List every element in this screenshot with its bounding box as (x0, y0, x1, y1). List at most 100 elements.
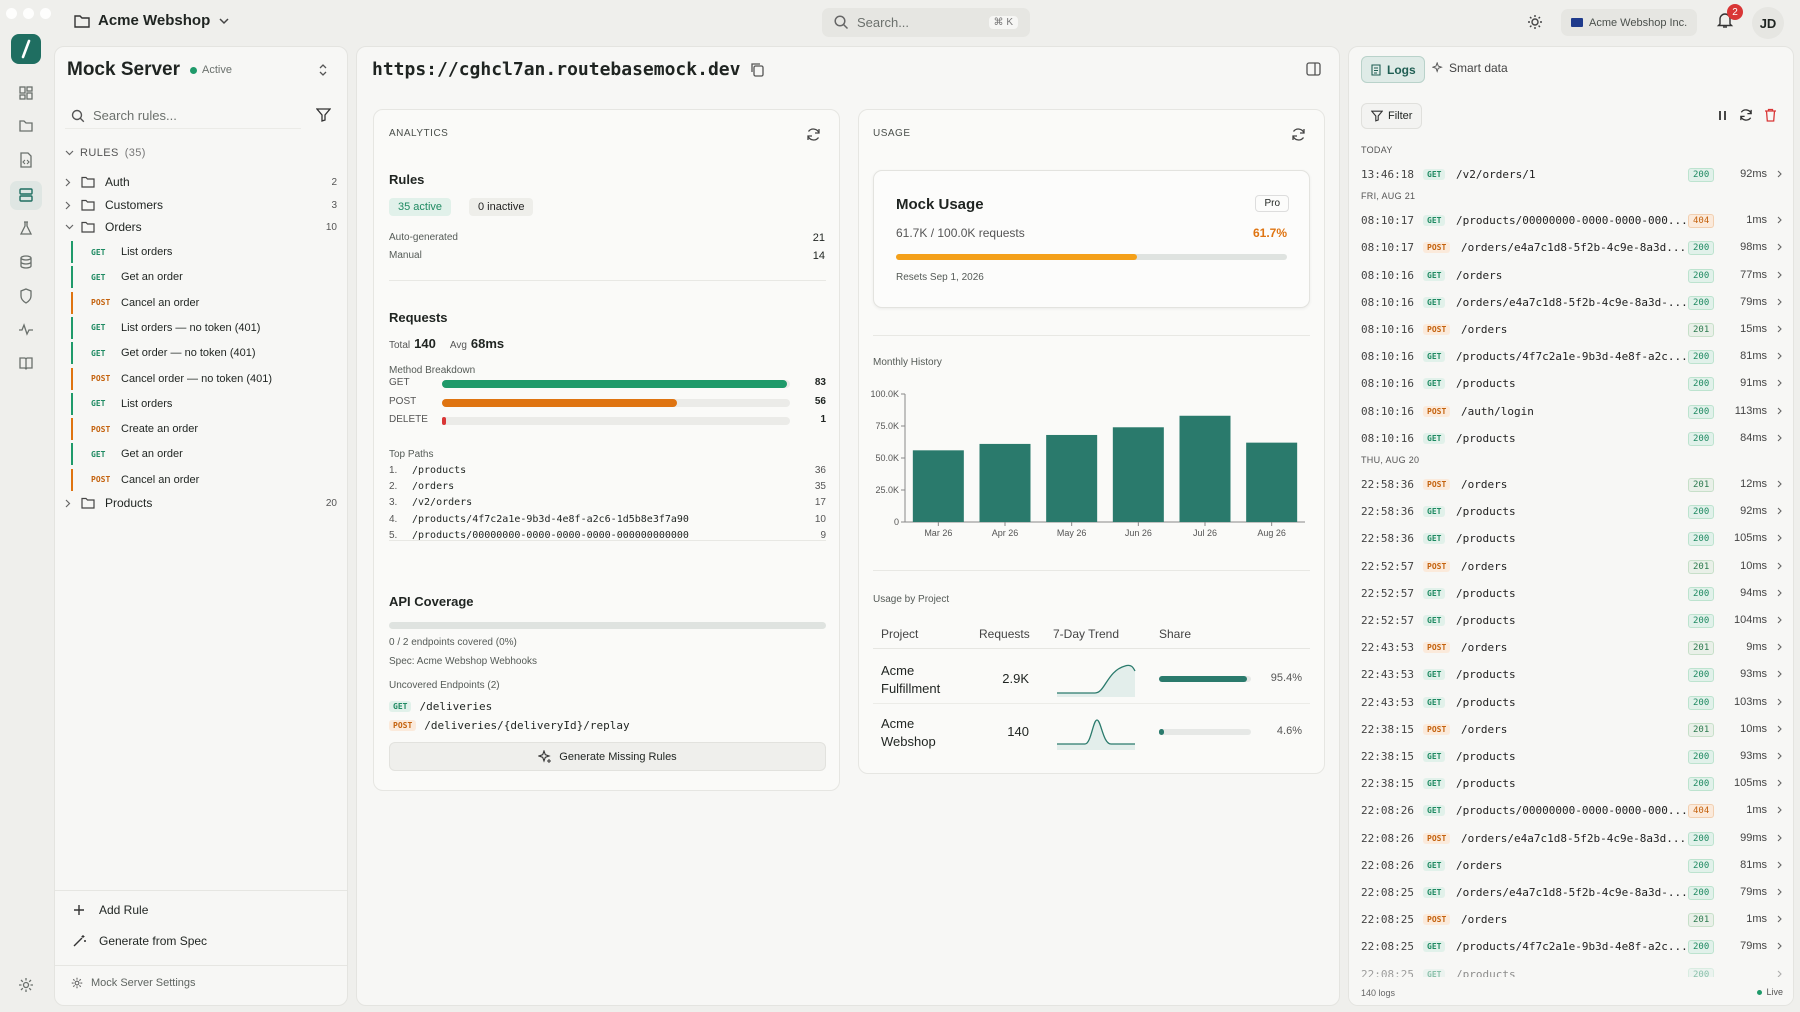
search-placeholder: Search... (857, 15, 910, 30)
log-entry[interactable]: 22:52:57 POST/orders 201 10ms (1349, 553, 1793, 580)
toggle-logs-panel-icon[interactable] (1306, 62, 1321, 76)
mock-server-icon[interactable] (16, 185, 36, 205)
log-entry[interactable]: 22:38:15 POST/orders 201 10ms (1349, 716, 1793, 743)
activity-icon[interactable] (16, 319, 36, 339)
log-path: /orders/e4a7c1d8-5f2b-4c9e-8a3d-... (1456, 886, 1688, 899)
rule-item[interactable]: GET List orders (71, 241, 331, 263)
log-entry[interactable]: 22:58:36 GET/products 200 105ms (1349, 525, 1793, 552)
log-entry[interactable]: 22:08:25 GET/orders/e4a7c1d8-5f2b-4c9e-8a… (1349, 879, 1793, 906)
pause-icon[interactable] (1716, 109, 1729, 122)
log-duration: 99ms (1740, 831, 1767, 844)
log-entry[interactable]: 08:10:16 GET/orders 200 77ms (1349, 262, 1793, 289)
shield-icon[interactable] (16, 286, 36, 306)
project-switcher[interactable]: Acme Webshop (74, 12, 230, 29)
log-entry[interactable]: 22:43:53 GET/products 200 103ms (1349, 689, 1793, 716)
collections-folder-icon[interactable] (16, 116, 36, 136)
dashboard-icon[interactable] (16, 83, 36, 103)
refresh-icon[interactable] (806, 127, 821, 142)
logs-filter-button[interactable]: Filter (1361, 103, 1423, 129)
folder-row[interactable]: Products 20 (65, 494, 337, 512)
flask-icon[interactable] (16, 218, 36, 238)
folder-row[interactable]: Orders 10 (65, 218, 337, 236)
log-path: /orders (1461, 323, 1508, 336)
rule-item[interactable]: POST Cancel an order (71, 468, 331, 491)
log-entry[interactable]: 08:10:17 GET/products/00000000-0000-0000-… (1349, 207, 1793, 234)
theme-toggle-sun-icon[interactable] (1527, 14, 1543, 30)
minimize-window-button[interactable] (23, 8, 34, 19)
rule-item[interactable]: GET Get order — no token (401) (71, 342, 331, 365)
log-entry[interactable]: 08:10:16 GET/products 200 84ms (1349, 425, 1793, 452)
folder-count: 20 (325, 497, 337, 509)
log-entry[interactable]: 22:43:53 POST/orders 201 9ms (1349, 634, 1793, 661)
book-icon[interactable] (16, 353, 36, 373)
settings-gear-icon[interactable] (16, 975, 36, 995)
database-icon[interactable] (16, 252, 36, 272)
project-name: Acme Webshop (881, 716, 936, 749)
folder-row[interactable]: Customers 3 (65, 196, 337, 214)
log-entry[interactable]: 22:08:26 POST/orders/e4a7c1d8-5f2b-4c9e-8… (1349, 825, 1793, 852)
rule-item[interactable]: POST Cancel order — no token (401) (71, 367, 331, 390)
folder-icon (74, 14, 90, 28)
project-row[interactable]: Acme Webshop 140 4.6% (873, 707, 1310, 757)
app-logo[interactable] (11, 34, 41, 64)
rule-item[interactable]: POST Cancel an order (71, 291, 331, 314)
rules-search-input[interactable]: Search rules... (65, 103, 301, 129)
log-entry[interactable]: 08:10:16 POST/orders 201 15ms (1349, 316, 1793, 343)
log-entry[interactable]: 08:10:16 GET/orders/e4a7c1d8-5f2b-4c9e-8a… (1349, 289, 1793, 316)
rule-name: Get an order (121, 448, 183, 461)
method-badge: GET (1423, 615, 1446, 626)
refresh-icon[interactable] (1739, 108, 1753, 122)
log-entry[interactable]: 08:10:16 GET/products/4f7c2a1e-9b3d-4e8f-… (1349, 343, 1793, 370)
mock-server-settings-button[interactable]: Mock Server Settings (71, 977, 196, 989)
maximize-window-button[interactable] (40, 8, 51, 19)
log-entry[interactable]: 22:52:57 GET/products 200 94ms (1349, 580, 1793, 607)
path-text: /products/4f7c2a1e-9b3d-4e8f-a2c6-1d5b8e… (412, 513, 689, 525)
log-entry[interactable]: 22:08:25 GET/products/4f7c2a1e-9b3d-4e8f-… (1349, 933, 1793, 960)
global-search[interactable]: Search... ⌘ K (822, 8, 1030, 37)
tab-logs[interactable]: Logs (1361, 56, 1425, 83)
log-entry[interactable]: 22:38:15 GET/products 200 105ms (1349, 770, 1793, 797)
trash-icon[interactable] (1764, 108, 1777, 122)
rule-name: Get order — no token (401) (121, 347, 256, 360)
server-switch-chevron-icon[interactable] (317, 63, 329, 77)
log-path: /products (1456, 750, 1516, 763)
rule-item[interactable]: POST Create an order (71, 418, 331, 441)
log-duration: 91ms (1740, 377, 1767, 390)
folder-row[interactable]: Auth 2 (65, 173, 337, 191)
log-entry[interactable]: 22:58:36 GET/products 200 92ms (1349, 498, 1793, 525)
file-code-icon[interactable] (16, 150, 36, 170)
log-entry[interactable]: 22:08:25 POST/orders 201 1ms (1349, 906, 1793, 933)
chevron-right-icon (1777, 670, 1782, 678)
copy-icon[interactable] (750, 62, 765, 77)
filter-icon[interactable] (316, 108, 331, 122)
log-entry[interactable]: 08:10:16 POST/auth/login 200 113ms (1349, 398, 1793, 425)
tab-smart-data[interactable]: Smart data (1432, 61, 1508, 75)
rule-item[interactable]: GET List orders (71, 392, 331, 415)
log-path: /products/4f7c2a1e-9b3d-4e8f-a2c... (1456, 940, 1688, 954)
rule-item[interactable]: GET Get an order (71, 443, 331, 466)
avatar[interactable]: JD (1752, 7, 1784, 39)
log-entry[interactable]: 08:10:17 POST/orders/e4a7c1d8-5f2b-4c9e-8… (1349, 234, 1793, 261)
log-time: 22:38:15 (1361, 722, 1414, 736)
log-entry[interactable]: 22:08:26 GET/products/00000000-0000-0000-… (1349, 797, 1793, 824)
project-row[interactable]: Acme Fulfillment 2.9K 95.4% (873, 654, 1310, 704)
add-rule-button[interactable]: Add Rule (73, 903, 148, 917)
log-entry[interactable]: 13:46:18 GET/v2/orders/1 200 92ms (1349, 161, 1793, 188)
refresh-icon[interactable] (1291, 127, 1306, 142)
organization-switcher[interactable]: Acme Webshop Inc. (1561, 9, 1698, 36)
log-entry[interactable]: 22:52:57 GET/products 200 104ms (1349, 607, 1793, 634)
rule-item[interactable]: GET List orders — no token (401) (71, 316, 331, 339)
generate-from-spec-button[interactable]: Generate from Spec (72, 934, 207, 948)
rules-section-toggle[interactable]: RULES (35) (65, 147, 146, 159)
log-entry[interactable]: 22:38:15 GET/products 200 93ms (1349, 743, 1793, 770)
log-entry[interactable]: 22:58:36 POST/orders 201 12ms (1349, 471, 1793, 498)
log-entry[interactable]: 22:43:53 GET/products 200 93ms (1349, 661, 1793, 688)
rule-item[interactable]: GET Get an order (71, 266, 331, 289)
chevron-right-icon (1777, 834, 1782, 842)
log-entry[interactable]: 08:10:16 GET/products 200 91ms (1349, 370, 1793, 397)
tab-smart-data-label: Smart data (1449, 61, 1508, 75)
method-badge: GET (389, 701, 412, 712)
close-window-button[interactable] (6, 8, 17, 19)
generate-missing-rules-button[interactable]: Generate Missing Rules (389, 742, 826, 771)
log-entry[interactable]: 22:08:26 GET/orders 200 81ms (1349, 852, 1793, 879)
